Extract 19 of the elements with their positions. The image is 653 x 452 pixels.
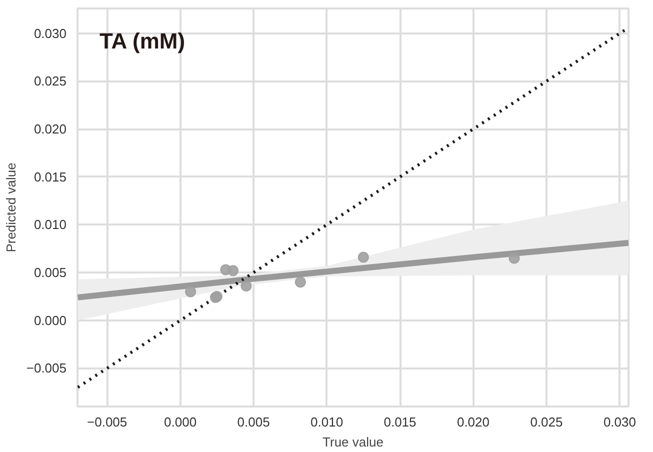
x-tick-label: 0.000 bbox=[164, 414, 197, 430]
y-tick-label: −0.005 bbox=[26, 360, 66, 376]
x-axis-title: True value bbox=[322, 434, 384, 450]
text: TA (mM) bbox=[100, 28, 186, 54]
x-tick-label: 0.020 bbox=[456, 414, 490, 430]
y-tick-label: 0.015 bbox=[34, 169, 67, 184]
y-axis-title: Predicted value bbox=[3, 162, 18, 252]
y-tick-label: 0.005 bbox=[34, 265, 67, 280]
y-tick-label: 0.025 bbox=[34, 74, 67, 89]
x-tick-label: −0.005 bbox=[87, 414, 128, 430]
x-tick-label: 0.030 bbox=[603, 414, 636, 430]
x-tick-label: 0.015 bbox=[384, 414, 416, 430]
x-tick-label: 0.005 bbox=[237, 414, 270, 430]
y-tick-label: 0.000 bbox=[34, 312, 67, 328]
y-tick-label: 0.010 bbox=[34, 217, 67, 232]
y-tick-label: 0.030 bbox=[34, 26, 67, 41]
x-tick-label: 0.010 bbox=[310, 414, 344, 430]
y-tick-label: 0.020 bbox=[34, 122, 67, 137]
x-tick-label: 0.025 bbox=[530, 414, 563, 430]
